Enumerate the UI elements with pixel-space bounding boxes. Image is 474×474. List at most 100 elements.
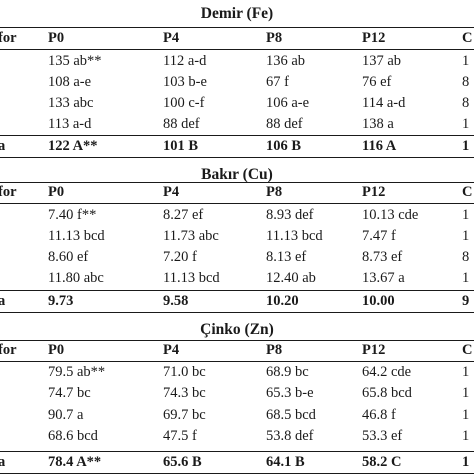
- table-row-cell-2: 47.5 f: [163, 428, 197, 444]
- table-row-cell-1: 135 ab**: [48, 53, 102, 69]
- table-row: 74.7 bc 74.3 bc 65.3 b-e 65.8 bcd 1: [0, 383, 474, 403]
- table-row-cell-1: 113 a-d: [48, 116, 92, 132]
- table-row-cell-4: 8.73 ef: [362, 249, 403, 265]
- mean-row-cell-5: 1: [462, 138, 470, 154]
- mean-row-cell-2: 101 B: [163, 138, 199, 154]
- table-row-cell-5: 1: [462, 364, 470, 380]
- table-row-cell-4: 76 ef: [362, 74, 392, 90]
- table-row-cell-1: 90.7 a: [48, 407, 84, 423]
- table-row-cell-5: 8: [462, 74, 470, 90]
- mean-row-cell-1: 9.73: [48, 293, 74, 309]
- mean-rule: [0, 451, 474, 452]
- table-row-cell-4: 46.8 f: [362, 407, 396, 423]
- table-row: 79.5 ab** 71.0 bc 68.9 bc 64.2 cde 1: [0, 362, 474, 382]
- mean-row-cell-1: 78.4 A**: [48, 454, 102, 470]
- table-row-cell-3: 12.40 ab: [266, 270, 316, 286]
- table-row: 7.40 f** 8.27 ef 8.93 def 10.13 cde 1: [0, 205, 474, 225]
- table-row-cell-4: 10.13 cde: [362, 207, 419, 223]
- table-row-cell-3: 68.5 bcd: [266, 407, 316, 423]
- table-row: 108 a-e 103 b-e 67 f 76 ef 8: [0, 72, 474, 92]
- table-row-cell-2: 11.73 abc: [163, 228, 219, 244]
- section-title: Çinko (Zn): [200, 321, 274, 338]
- mean-row-cell-5: 9: [462, 293, 470, 309]
- table-row: 135 ab** 112 a-d 136 ab 137 ab 1: [0, 51, 474, 71]
- mean-row: a 9.73 9.58 10.20 10.00 9: [0, 291, 474, 311]
- mean-row-cell-2: 65.6 B: [163, 454, 202, 470]
- table-row-cell-3: 65.3 b-e: [266, 385, 314, 401]
- table-row-cell-2: 88 def: [163, 116, 200, 132]
- table-row: 8.60 ef 7.20 f 8.13 ef 8.73 ef 8: [0, 247, 474, 267]
- table-row-cell-1: 11.13 bcd: [48, 228, 105, 244]
- table-row-cell-4: 13.67 a: [362, 270, 405, 286]
- table-row-cell-3: 68.9 bc: [266, 364, 309, 380]
- header-rule: [0, 49, 474, 50]
- section-top-rule: [0, 182, 474, 183]
- mean-rule: [0, 290, 474, 291]
- mean-row-cell-3: 64.1 B: [266, 454, 305, 470]
- table-row-cell-5: 8: [462, 249, 470, 265]
- section-bottom-rule: [0, 312, 474, 313]
- table-row-cell-5: 1: [462, 207, 470, 223]
- table-row-cell-4: 64.2 cde: [362, 364, 412, 380]
- table-row-cell-3: 136 ab: [266, 53, 306, 69]
- table-row: 133 abc 100 c-f 106 a-e 114 a-d 8: [0, 93, 474, 113]
- table-row-cell-1: 11.80 abc: [48, 270, 104, 286]
- header-row-cell-5: C: [462, 30, 473, 46]
- table-row-cell-2: 7.20 f: [163, 249, 197, 265]
- header-row-cell-1: P0: [48, 184, 65, 200]
- mean-row-cell-4: 58.2 C: [362, 454, 402, 470]
- table-row-cell-3: 8.93 def: [266, 207, 314, 223]
- table-row-cell-1: 68.6 bcd: [48, 428, 98, 444]
- header-row-cell-5: C: [462, 184, 473, 200]
- mean-row-cell-3: 10.20: [266, 293, 299, 309]
- table-row-cell-4: 114 a-d: [362, 95, 406, 111]
- table-row-cell-5: 1: [462, 407, 470, 423]
- section-bottom-rule: [0, 157, 474, 158]
- mean-row-cell-2: 9.58: [163, 293, 189, 309]
- table-row: 68.6 bcd 47.5 f 53.8 def 53.3 ef 1: [0, 426, 474, 446]
- section-top-rule: [0, 340, 474, 341]
- table-row-cell-5: 1: [462, 228, 470, 244]
- table-row-cell-4: 137 ab: [362, 53, 402, 69]
- header-row-cell-5: C: [462, 342, 473, 358]
- table-row-cell-2: 11.13 bcd: [163, 270, 220, 286]
- header-row-cell-2: P4: [163, 342, 180, 358]
- table-row-cell-4: 53.3 ef: [362, 428, 403, 444]
- header-row: for P0 P4 P8 P12 C: [0, 340, 474, 360]
- table-row-cell-5: 1: [462, 385, 470, 401]
- section-title: Demir (Fe): [200, 5, 274, 22]
- header-row: for P0 P4 P8 P12 C: [0, 182, 474, 202]
- header-row-cell-0: for: [0, 30, 17, 46]
- table-row-cell-3: 11.13 bcd: [266, 228, 323, 244]
- header-row-cell-4: P12: [362, 184, 386, 200]
- header-row-cell-0: for: [0, 184, 17, 200]
- table-row-cell-1: 79.5 ab**: [48, 364, 106, 380]
- header-row-cell-1: P0: [48, 30, 65, 46]
- table-row-cell-2: 74.3 bc: [163, 385, 206, 401]
- table-row-cell-3: 67 f: [266, 74, 289, 90]
- header-row-cell-3: P8: [266, 184, 283, 200]
- table-row-cell-1: 108 a-e: [48, 74, 92, 90]
- mean-rule: [0, 135, 474, 136]
- mean-row-cell-0: a: [0, 138, 6, 154]
- table-row-cell-1: 8.60 ef: [48, 249, 89, 265]
- mean-row-cell-0: a: [0, 293, 6, 309]
- header-rule: [0, 361, 474, 362]
- mean-row: a 122 A** 101 B 106 B 116 A 1: [0, 136, 474, 156]
- header-row-cell-3: P8: [266, 342, 283, 358]
- table-row-cell-4: 138 a: [362, 116, 394, 132]
- table-row-cell-5: 1: [462, 116, 470, 132]
- table-row-cell-5: 1: [462, 428, 470, 444]
- table-row: 113 a-d 88 def 88 def 138 a 1: [0, 114, 474, 134]
- table-row-cell-5: 1: [462, 270, 470, 286]
- table-row-cell-1: 133 abc: [48, 95, 94, 111]
- header-row-cell-2: P4: [163, 184, 180, 200]
- table-row-cell-2: 100 c-f: [163, 95, 205, 111]
- section-top-rule: [0, 27, 474, 28]
- section-title: Bakır (Cu): [201, 166, 273, 183]
- table-row-cell-3: 53.8 def: [266, 428, 314, 444]
- table-row-cell-5: 8: [462, 95, 470, 111]
- mean-row-cell-1: 122 A**: [48, 138, 98, 154]
- table-row-cell-1: 7.40 f**: [48, 207, 97, 223]
